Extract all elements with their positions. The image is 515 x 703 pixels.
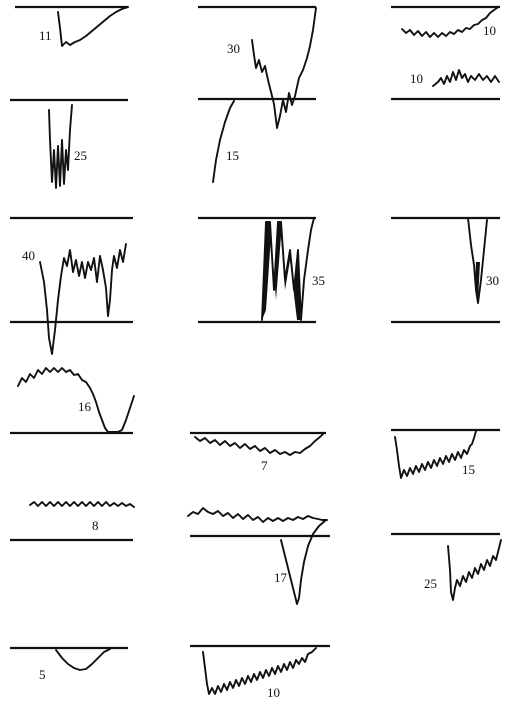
trace-line [212, 100, 235, 183]
trace-line [432, 69, 500, 87]
trace-label: 17 [274, 570, 288, 585]
trace-label: 40 [22, 248, 35, 263]
trace-panel-r6c1: 5 [10, 646, 128, 682]
trace-panel-r5c1: 8 [10, 501, 135, 542]
trace-panel-r1c1: 11 [15, 5, 129, 47]
trace-line [394, 430, 477, 479]
trace-line [447, 539, 502, 601]
trace-label: 30 [486, 273, 499, 288]
trace-label: 5 [39, 667, 46, 682]
trace-panel-r4c2: 7 [190, 431, 326, 473]
trace-panel-r3c3: 30 [391, 216, 500, 324]
trace-label: 25 [74, 148, 87, 163]
trace-line [261, 217, 315, 321]
trace-panel-r3c2: 35 [198, 216, 325, 324]
trace-line [251, 7, 317, 129]
trace-line [194, 432, 325, 456]
trace-panel-r2c1: 25 [10, 98, 128, 189]
trace-panel-r4c1: 16 [10, 367, 135, 435]
trace-label: 30 [227, 41, 240, 56]
trace-panel-r4c3: 15 [391, 428, 500, 479]
trace-label: 15 [226, 148, 239, 163]
trace-label: 11 [39, 28, 52, 43]
trace-panel-r5c3: 25 [391, 532, 502, 601]
trace-panel-r3c1: 40 [10, 216, 133, 355]
trace-label: 25 [424, 576, 437, 591]
trace-label: 15 [462, 462, 475, 477]
trace-line [29, 501, 135, 508]
trace-panel-r6c2: 10 [190, 644, 330, 700]
trace-line [48, 104, 73, 189]
trace-label: 8 [92, 518, 99, 533]
trace-label: 16 [78, 399, 92, 414]
trace-line [202, 647, 317, 695]
trace-line [55, 648, 111, 671]
trace-panel-r1c2: 30 15 [198, 5, 317, 183]
trace-line [39, 243, 127, 355]
trace-line [187, 507, 328, 523]
trace-panel-r1c3: 10 10 [391, 5, 500, 101]
trace-panel-r5c2: 17 [187, 507, 330, 605]
trace-line [17, 367, 135, 433]
trace-label: 35 [312, 273, 325, 288]
trace-label: 10 [483, 23, 496, 38]
trace-line [401, 7, 498, 38]
trace-line [280, 519, 327, 605]
trace-label: 7 [261, 458, 268, 473]
trace-line [467, 217, 488, 304]
trace-line [57, 6, 129, 47]
trace-label: 10 [410, 71, 423, 86]
trace-label: 10 [267, 685, 280, 700]
